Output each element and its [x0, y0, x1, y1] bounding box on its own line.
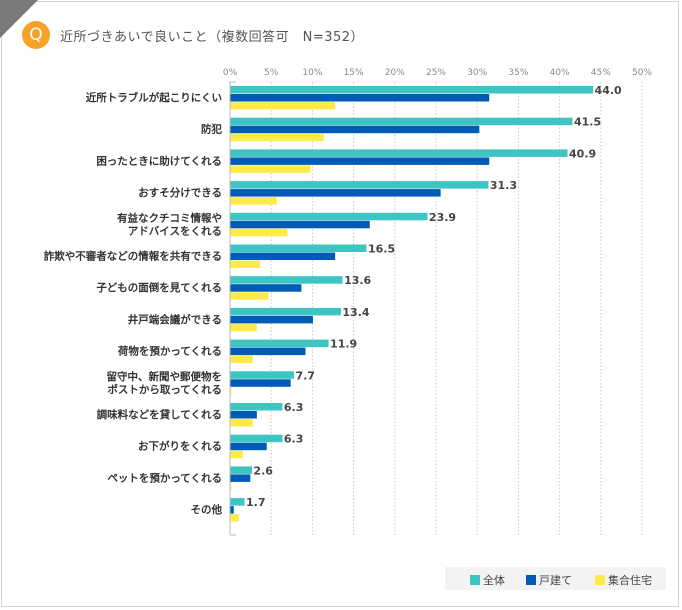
- bar-apartment: [230, 355, 253, 364]
- bar-apartment: [230, 292, 269, 300]
- bar-apartment: [230, 387, 232, 395]
- bar-detached: [230, 506, 234, 514]
- bar-apartment: [230, 323, 257, 332]
- data-label: 6.3: [284, 433, 304, 446]
- data-label: 2.6: [253, 464, 273, 477]
- x-tick-label: 15%: [344, 68, 364, 78]
- bar-apartment: [230, 197, 277, 205]
- category-label: 近所トラブルが起こりにくい: [86, 91, 222, 104]
- data-label: 44.0: [595, 84, 622, 97]
- legend: 全体 戸建て 集合住宅: [445, 567, 666, 590]
- bar-apartment: [230, 419, 253, 427]
- legend-item-detached: 戸建て: [526, 572, 572, 588]
- bar-apartment: [230, 165, 311, 173]
- data-label: 41.5: [574, 116, 601, 129]
- x-tick-label: 30%: [467, 68, 487, 78]
- bar-apartment: [230, 450, 243, 459]
- bar-all: [230, 434, 283, 443]
- bar-detached: [230, 220, 370, 229]
- category-label: 子どもの面倒を見てくれる: [96, 281, 222, 294]
- bar-apartment: [230, 102, 336, 110]
- bar-detached: [230, 94, 490, 102]
- bar-all: [230, 86, 594, 94]
- chart-title: 近所づきあいで良いこと（複数回答可 N=352）: [60, 30, 365, 45]
- bar-apartment: [230, 482, 232, 490]
- category-label: 調味料などを貸してくれる: [97, 408, 222, 421]
- category-label: 荷物を預かってくれる: [117, 345, 222, 358]
- category-label: お下がりをくれる: [138, 440, 222, 453]
- bar-all: [230, 244, 367, 252]
- category-label: 留守中、新聞や郵便物を: [107, 370, 223, 383]
- legend-item-all: 全体: [470, 572, 505, 588]
- bar-all: [230, 403, 283, 411]
- data-label: 1.7: [246, 496, 266, 509]
- data-label: 7.7: [295, 369, 315, 382]
- category-label: おすそ分けできる: [138, 186, 222, 199]
- bar-detached: [230, 347, 306, 356]
- bar-apartment: [230, 260, 261, 268]
- data-label: 40.9: [569, 147, 596, 160]
- bar-detached: [230, 157, 490, 165]
- category-label: 井戸端会議ができる: [128, 313, 222, 326]
- bar-all: [230, 117, 573, 126]
- bar-apartment: [230, 514, 239, 522]
- data-label: 13.6: [344, 274, 371, 287]
- bar-all: [230, 498, 245, 506]
- x-tick-label: 40%: [550, 68, 570, 78]
- bar-detached: [230, 474, 251, 482]
- x-tick-label: 50%: [632, 68, 652, 78]
- x-tick-label: 0%: [223, 68, 238, 78]
- x-tick-label: 10%: [302, 68, 322, 78]
- legend-swatch: [526, 575, 536, 585]
- bar-all: [230, 212, 428, 221]
- legend-label: 戸建て: [539, 574, 572, 587]
- category-label: 詐欺や不審者などの情報を共有できる: [44, 250, 222, 263]
- bar-apartment: [230, 133, 324, 142]
- category-label: ペットを預かってくれる: [107, 472, 222, 484]
- data-label: 23.9: [429, 211, 456, 224]
- legend-label: 全体: [483, 574, 505, 587]
- data-label: 31.3: [490, 179, 517, 192]
- bar-detached: [230, 252, 336, 260]
- bar-detached: [230, 442, 267, 451]
- bar-all: [230, 149, 568, 157]
- bar-all: [230, 339, 329, 348]
- bar-detached: [230, 379, 291, 387]
- x-tick-label: 25%: [426, 68, 446, 78]
- bar-all: [230, 181, 489, 189]
- data-label: 16.5: [368, 243, 395, 256]
- bar-all: [230, 276, 343, 284]
- category-label: その他: [191, 503, 223, 516]
- legend-item-apartment: 集合住宅: [595, 572, 652, 588]
- category-label: 有益なクチコミ情報や: [117, 211, 222, 224]
- category-label: アドバイスをくれる: [128, 225, 222, 237]
- bar-apartment: [230, 228, 288, 237]
- bar-detached: [230, 315, 313, 324]
- bar-detached: [230, 189, 441, 197]
- data-label: 6.3: [284, 401, 304, 414]
- x-tick-label: 45%: [591, 68, 611, 78]
- x-tick-label: 35%: [508, 68, 528, 78]
- category-label: 困ったときに助けてくれる: [96, 154, 222, 167]
- bar-detached: [230, 125, 480, 134]
- legend-label: 集合住宅: [608, 574, 652, 587]
- bar-detached: [230, 411, 257, 419]
- bar-detached: [230, 284, 302, 292]
- legend-swatch: [595, 575, 605, 585]
- x-tick-label: 5%: [264, 68, 279, 78]
- bar-all: [230, 371, 294, 379]
- legend-swatch: [470, 575, 480, 585]
- question-badge-icon: Q: [22, 21, 50, 49]
- data-label: 11.9: [330, 338, 357, 351]
- bar-all: [230, 466, 252, 474]
- category-label: ポストから取ってくれる: [107, 383, 222, 396]
- bar-all: [230, 307, 341, 316]
- data-label: 13.4: [342, 306, 369, 319]
- x-tick-label: 20%: [385, 68, 405, 78]
- category-label: 防犯: [201, 123, 222, 136]
